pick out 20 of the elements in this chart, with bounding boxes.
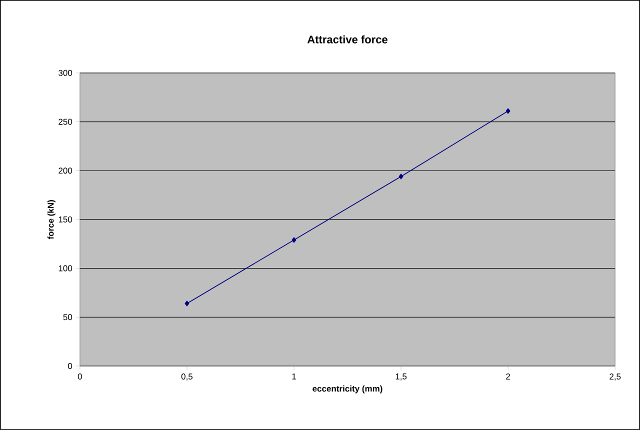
point bbox=[506, 108, 510, 114]
x-tick-label: 1,5 bbox=[396, 374, 407, 380]
y-tick-label: 250 bbox=[58, 118, 72, 125]
point bbox=[292, 237, 296, 243]
point bbox=[398, 174, 404, 180]
y-axis-title: force (kN) bbox=[47, 200, 56, 240]
y-tick-label: 100 bbox=[58, 265, 72, 272]
x-tick-label: 2,5 bbox=[610, 374, 621, 381]
point bbox=[184, 300, 190, 306]
y-tick-label: 0 bbox=[68, 363, 72, 370]
y-tick-label: 50 bbox=[63, 314, 72, 320]
y-tick-label: 200 bbox=[58, 168, 72, 174]
x-tick-label: 1 bbox=[292, 374, 296, 380]
x-tick-label: 0,5 bbox=[181, 374, 193, 381]
y-tick-label: 300 bbox=[58, 70, 72, 76]
x-tick-label: 2 bbox=[506, 374, 510, 380]
x-tick-label: 0 bbox=[78, 374, 82, 380]
x-axis-title: eccentricity (mm) bbox=[312, 385, 382, 394]
chart-title: Attractive force bbox=[307, 35, 388, 44]
y-tick-label: 150 bbox=[58, 216, 72, 222]
